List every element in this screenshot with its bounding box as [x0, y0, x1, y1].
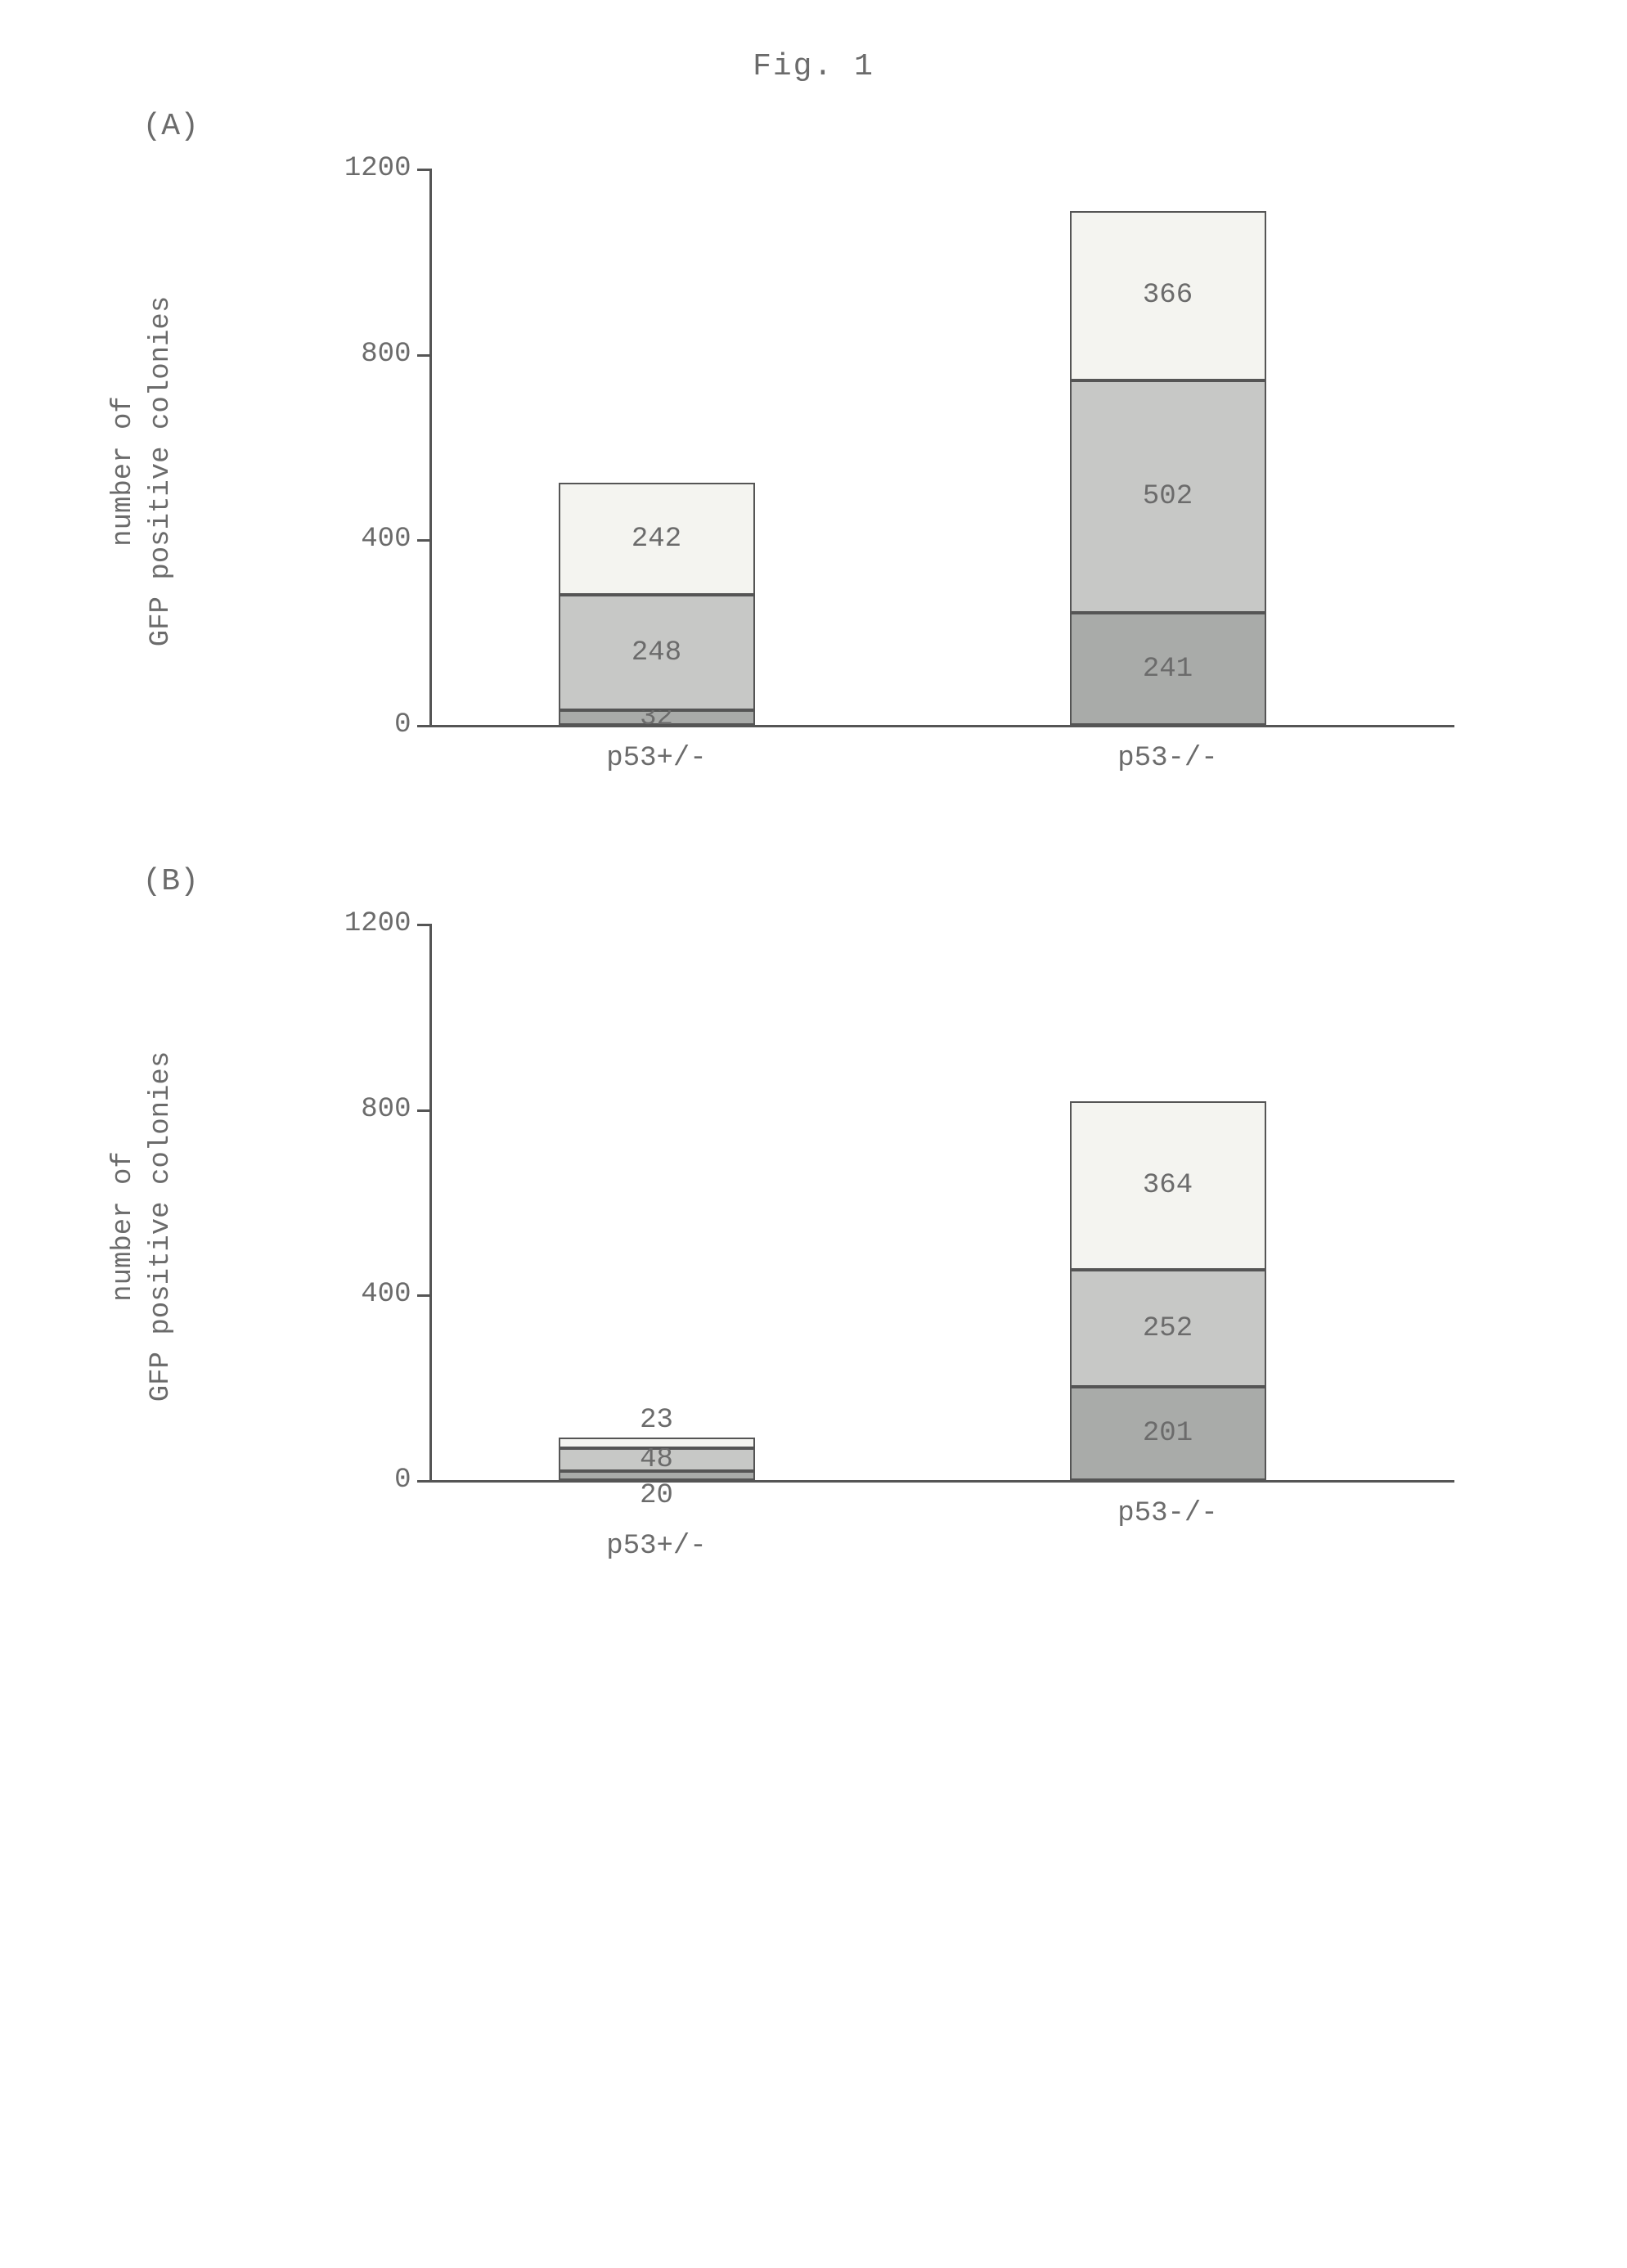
x-tick-label: p53-/-: [1117, 1498, 1217, 1529]
y-tick-label: 400: [338, 1279, 411, 1310]
y-tick: [417, 1294, 432, 1297]
y-tick: [417, 1480, 432, 1483]
bar-segment: 366: [1070, 211, 1266, 380]
y-tick-label: 0: [338, 709, 411, 740]
y-axis-label-line1: number of: [108, 396, 139, 547]
bar-segment: 32: [559, 710, 755, 725]
bar-segment: 241: [1070, 613, 1266, 725]
bar-segment: 364: [1070, 1101, 1266, 1270]
panel-A: (A) number of GFP positive colonies 0400…: [119, 109, 1509, 790]
figure-title: Fig. 1: [33, 49, 1594, 84]
bar-stack: 241502366: [1070, 211, 1266, 725]
bar-segment: 242: [559, 483, 755, 595]
y-axis-label-line2: GFP positive colonies: [146, 296, 177, 646]
bar-segment: [559, 1438, 755, 1448]
bar-group: 201252364: [1070, 1101, 1266, 1480]
y-tick: [417, 169, 432, 171]
bar-group: 482023: [559, 1438, 755, 1480]
y-tick-label: 0: [338, 1465, 411, 1496]
panel-B-label: (B): [143, 864, 1509, 899]
y-tick-label: 800: [338, 339, 411, 370]
bar-group: 32248242: [559, 483, 755, 725]
bar-segment: 48: [559, 1448, 755, 1470]
bar-group: 241502366: [1070, 211, 1266, 725]
bar-stack: 32248242: [559, 483, 755, 725]
bar-segment: 248: [559, 595, 755, 710]
bar-segment: 502: [1070, 380, 1266, 613]
bar-segment: 201: [1070, 1387, 1266, 1480]
panel-B: (B) number of GFP positive colonies 0400…: [119, 864, 1509, 1546]
y-tick: [417, 924, 432, 926]
y-axis-label-A: number of GFP positive colonies: [106, 267, 181, 676]
plot-area-A: 0400800120032248242p53+/-241502366p53-/-: [429, 169, 1454, 727]
y-tick-label: 800: [338, 1094, 411, 1125]
chart-A: number of GFP positive colonies 04008001…: [331, 152, 1509, 790]
bar-segment-label: 23: [640, 1405, 673, 1436]
panel-A-label: (A): [143, 109, 1509, 144]
x-tick-label: p53+/-: [606, 1531, 706, 1562]
chart-B: number of GFP positive colonies 04008001…: [331, 907, 1509, 1546]
y-tick-label: 1200: [338, 153, 411, 184]
y-tick: [417, 1109, 432, 1112]
y-tick: [417, 354, 432, 357]
y-axis-label-line2: GFP positive colonies: [146, 1051, 177, 1402]
y-axis-label-B: number of GFP positive colonies: [106, 1022, 181, 1431]
bar-stack: 48: [559, 1438, 755, 1480]
x-tick-label: p53-/-: [1117, 743, 1217, 774]
y-tick: [417, 725, 432, 727]
y-tick-label: 400: [338, 524, 411, 555]
x-tick-label: p53+/-: [606, 743, 706, 774]
y-tick: [417, 539, 432, 542]
plot-area-B: 04008001200482023p53+/-201252364p53-/-: [429, 924, 1454, 1483]
bar-segment: 252: [1070, 1270, 1266, 1387]
y-axis-label-line1: number of: [108, 1151, 139, 1302]
bar-stack: 201252364: [1070, 1101, 1266, 1480]
y-tick-label: 1200: [338, 908, 411, 939]
bar-segment-label: 20: [640, 1480, 673, 1511]
